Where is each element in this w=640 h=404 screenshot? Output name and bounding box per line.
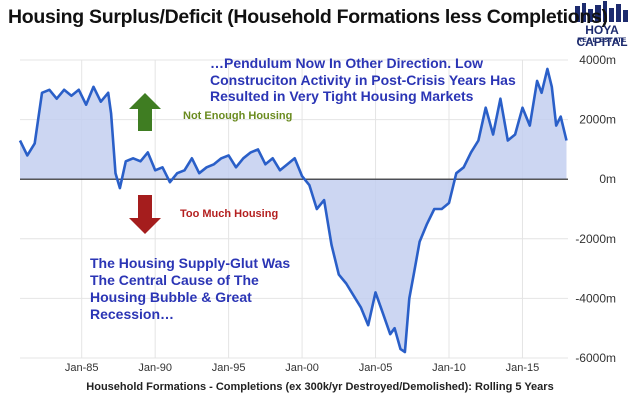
- series-line: [18, 67, 568, 354]
- x-axis: Jan-85 Jan-90 Jan-95 Jan-00 Jan-05 Jan-10 Jan-…: [65, 362, 539, 374]
- annotation-supply-glut: The Housing Supply-Glut Was The Central …: [90, 255, 291, 322]
- x-tick-label: Jan-10: [432, 362, 466, 374]
- label-not-enough-housing: Not Enough Housing: [183, 110, 293, 122]
- x-tick-label: Jan-15: [506, 362, 540, 374]
- y-tick-label: -2000m: [575, 232, 616, 246]
- y-tick-label: -4000m: [575, 291, 616, 305]
- x-tick-label: Jan-00: [285, 362, 319, 374]
- chart-title: Housing Surplus/Deficit (Household Forma…: [8, 6, 608, 28]
- x-tick-label: Jan-05: [359, 362, 393, 374]
- annotation-pendulum: …Pendulum Now In Other Direction. Low Co…: [210, 55, 516, 104]
- y-axis: 4000m 2000m 0m -2000m -4000m -6000m: [575, 53, 616, 365]
- y-tick-label: -6000m: [575, 351, 616, 365]
- x-tick-label: Jan-95: [212, 362, 246, 374]
- up-arrow-icon: [129, 93, 161, 131]
- logo-line2: REAL ESTATE: [577, 37, 627, 44]
- x-tick-label: Jan-90: [138, 362, 172, 374]
- y-tick-label: 2000m: [579, 113, 616, 127]
- y-tick-label: 4000m: [579, 53, 616, 67]
- city-skyline-icon: [575, 1, 628, 22]
- x-axis-label: Household Formations - Completions (ex 3…: [86, 381, 554, 393]
- label-too-much-housing: Too Much Housing: [180, 208, 279, 220]
- down-arrow-icon: [129, 195, 161, 234]
- series-area-fill: [20, 68, 567, 353]
- x-tick-label: Jan-85: [65, 362, 99, 374]
- y-tick-label: 0m: [599, 172, 616, 186]
- logo-line1: HOYA CAPITAL: [576, 23, 628, 49]
